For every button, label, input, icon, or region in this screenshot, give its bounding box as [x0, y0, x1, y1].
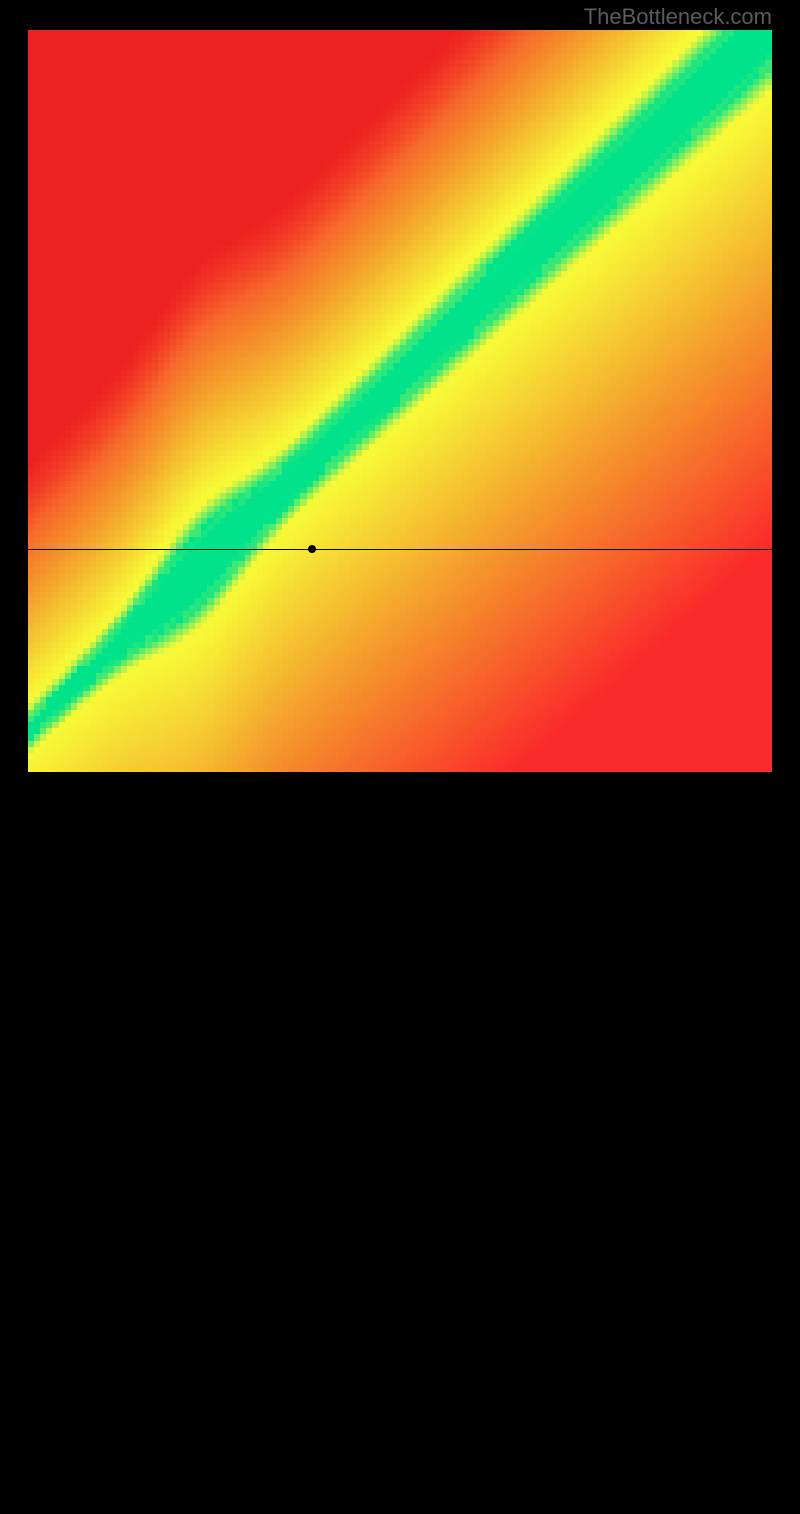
crosshair-vertical [312, 772, 313, 1514]
watermark-text: TheBottleneck.com [584, 4, 772, 30]
heatmap-canvas [28, 30, 772, 772]
crosshair-horizontal [28, 549, 772, 550]
heatmap-plot-area [28, 30, 772, 772]
marker-dot [308, 545, 316, 553]
